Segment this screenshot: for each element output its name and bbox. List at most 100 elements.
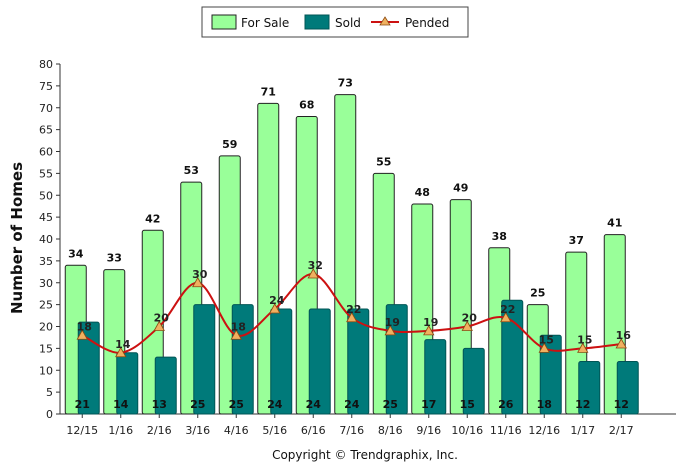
- pended-point: [615, 338, 627, 349]
- x-tick-label: 3/16: [185, 424, 210, 437]
- x-tick-label: 9/16: [416, 424, 441, 437]
- sold-label: 24: [306, 398, 322, 411]
- pended-point: [461, 320, 473, 331]
- pended-point: [153, 320, 165, 331]
- pended-label: 30: [192, 268, 208, 281]
- for-sale-label: 42: [145, 212, 160, 225]
- sold-label: 24: [344, 398, 360, 411]
- sold-bar: [193, 304, 216, 415]
- y-tick-label: 40: [39, 233, 53, 246]
- y-tick-label: 45: [39, 211, 53, 224]
- x-tick-label: 2/16: [147, 424, 172, 437]
- pended-point: [423, 325, 435, 336]
- sold-label: 12: [614, 398, 629, 411]
- x-tick-label: 12/16: [528, 424, 560, 437]
- x-tick-label: 8/16: [378, 424, 403, 437]
- for-sale-label: 34: [68, 247, 84, 260]
- pended-point: [346, 311, 358, 323]
- y-tick-label: 0: [46, 408, 53, 421]
- y-tick-label: 35: [39, 255, 53, 268]
- sold-bar: [501, 299, 524, 415]
- legend-for-sale: For Sale: [241, 16, 289, 30]
- sold-bar: [154, 356, 177, 415]
- pended-label: 15: [577, 333, 592, 346]
- sold-label: 12: [575, 398, 590, 411]
- x-tick-label: 1/16: [108, 424, 133, 437]
- y-tick-label: 30: [39, 277, 53, 290]
- pended-point: [76, 329, 88, 340]
- pended-point: [384, 325, 396, 336]
- pended-line-group: [76, 268, 627, 358]
- y-tick-label: 5: [46, 386, 53, 399]
- sold-label: 18: [537, 398, 552, 411]
- pended-point: [577, 342, 589, 353]
- pended-point: [192, 276, 204, 288]
- y-tick-label: 70: [39, 102, 53, 115]
- pended-swatch-marker: [379, 16, 391, 26]
- legend: For Sale Sold Pended: [201, 6, 469, 38]
- for-sale-label: 41: [607, 217, 622, 230]
- sold-label: 26: [498, 398, 514, 411]
- for-sale-label: 25: [530, 287, 545, 300]
- pended-line: [81, 273, 622, 354]
- pended-point: [230, 329, 242, 340]
- sold-label: 25: [383, 398, 398, 411]
- legend-sold: Sold: [335, 16, 361, 30]
- y-tick-label: 65: [39, 124, 53, 137]
- x-tick-label: 12/15: [66, 424, 98, 437]
- pended-label: 15: [539, 333, 554, 346]
- x-tick-label: 11/16: [490, 424, 522, 437]
- pended-label: 32: [308, 259, 323, 272]
- pended-label: 14: [115, 338, 131, 351]
- pended-label: 22: [346, 303, 361, 316]
- sold-swatch: [304, 14, 330, 30]
- pended-label: 19: [423, 316, 438, 329]
- x-tick-label: 5/16: [262, 424, 287, 437]
- axes: 0 5 10 15 20 25 30 35 40 45 50 55 60 65 70 75 80 12/15 1/1…: [39, 58, 676, 437]
- for-sale-label: 38: [492, 230, 507, 243]
- sold-bar: [539, 334, 562, 415]
- x-tick-label: 6/16: [301, 424, 326, 437]
- sold-label: 13: [152, 398, 167, 411]
- sold-bar: [462, 347, 485, 415]
- pended-point: [500, 311, 512, 323]
- pended-point: [269, 303, 281, 314]
- sold-bar: [347, 308, 370, 415]
- legend-pended: Pended: [405, 16, 449, 30]
- y-tick-label: 50: [39, 189, 53, 202]
- for-sale-label: 55: [376, 155, 391, 168]
- for-sale-label: 53: [184, 164, 199, 177]
- for-sale-label: 73: [338, 77, 353, 90]
- sold-bar: [308, 308, 331, 415]
- y-tick-label: 20: [39, 321, 53, 334]
- pended-label: 19: [385, 316, 400, 329]
- pended-point: [115, 346, 127, 358]
- data-labels: 34 33 42 53 59 71 68 73 55 48 49 38 25 37 41 21 14 13 25 25…: [68, 77, 631, 411]
- sold-label: 25: [229, 398, 244, 411]
- sold-bar: [424, 339, 447, 415]
- pended-label: 22: [500, 303, 515, 316]
- for-sale-swatch: [211, 14, 237, 30]
- for-sale-label: 48: [415, 186, 430, 199]
- sold-bar: [578, 361, 601, 415]
- pended-label: 18: [231, 320, 246, 333]
- pended-label: 24: [269, 294, 285, 307]
- pended-label: 16: [616, 329, 632, 342]
- sold-bar: [616, 361, 639, 415]
- y-tick-label: 60: [39, 146, 53, 159]
- x-tick-label: 7/16: [339, 424, 364, 437]
- for-sale-label: 68: [299, 99, 314, 112]
- for-sale-label: 71: [261, 85, 276, 98]
- copyright-text: Copyright © Trendgraphix, Inc.: [272, 448, 458, 462]
- sold-bar: [116, 352, 139, 415]
- sold-label: 24: [267, 398, 283, 411]
- y-tick-label: 15: [39, 342, 53, 355]
- legend-box: [201, 6, 469, 38]
- y-tick-label: 80: [39, 58, 53, 71]
- sold-label: 14: [113, 398, 129, 411]
- pended-label: 20: [154, 312, 170, 325]
- pended-label: 20: [462, 312, 478, 325]
- x-tick-label: 1/17: [570, 424, 595, 437]
- for-sale-label: 49: [453, 182, 468, 195]
